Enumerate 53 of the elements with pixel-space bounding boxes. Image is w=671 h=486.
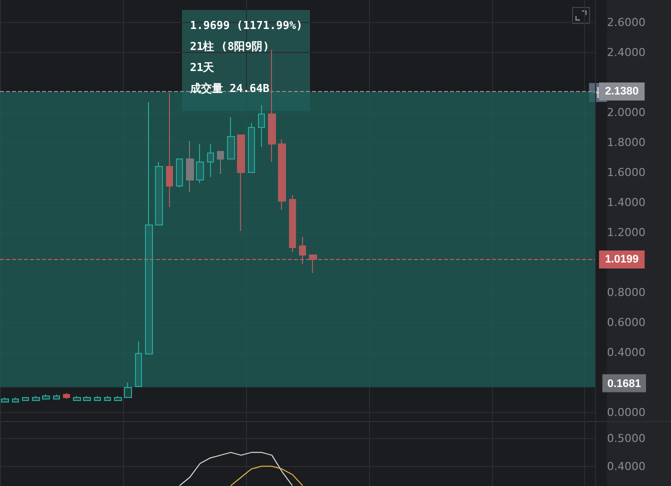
candlestick xyxy=(268,49,276,162)
y-tick-label: 0.0000 xyxy=(607,406,646,419)
candlestick xyxy=(299,236,306,264)
candlestick xyxy=(124,382,132,398)
y-tick-label: 1.4000 xyxy=(607,196,646,209)
candlestick xyxy=(53,394,60,400)
candlestick xyxy=(227,116,235,160)
y-tick-label: 0.4000 xyxy=(607,460,646,473)
candlestick xyxy=(155,162,163,226)
annotation: 1.9699 (1171.99%) xyxy=(190,19,303,32)
y-tick-label: 2.0000 xyxy=(607,106,646,119)
line-series xyxy=(179,452,293,486)
band-label: 0.1681 xyxy=(607,378,641,390)
candlestick xyxy=(166,92,173,208)
candlestick xyxy=(42,394,50,400)
candlestick xyxy=(104,396,111,401)
annotation: 21天 xyxy=(190,61,216,74)
candlestick xyxy=(145,102,153,354)
candlestick xyxy=(207,144,214,178)
candlestick xyxy=(83,396,91,401)
ref-line-label: 2.1380 xyxy=(605,86,639,98)
y-tick-label: 0.6000 xyxy=(607,316,646,329)
y-tick-label: 0.4000 xyxy=(607,346,646,359)
candlestick xyxy=(1,397,9,402)
candlestick xyxy=(176,158,183,188)
ref-line-label: 1.0199 xyxy=(605,254,639,266)
candlestick xyxy=(32,396,40,401)
y-tick-label: 0.5000 xyxy=(607,432,646,446)
candlestick xyxy=(114,396,122,401)
annotation: 21柱 (8阳9阴) xyxy=(190,40,270,53)
line-series xyxy=(230,466,304,486)
candlestick xyxy=(278,139,286,210)
y-tick-label: 0.8000 xyxy=(607,286,646,299)
y-tick-label: 1.8000 xyxy=(607,136,646,149)
candlestick xyxy=(289,194,296,252)
candlestick xyxy=(22,397,29,401)
y-tick-label: 2.4000 xyxy=(607,46,646,59)
candlestick xyxy=(237,134,245,232)
candlestick xyxy=(196,144,204,184)
candlestick xyxy=(258,104,265,148)
candlestick xyxy=(12,397,19,402)
candlestick xyxy=(248,122,255,173)
y-tick-label: 1.2000 xyxy=(607,226,646,239)
y-tick-label: 1.6000 xyxy=(607,166,646,179)
candlestick xyxy=(186,140,194,192)
candlestick xyxy=(73,396,81,401)
candlestick xyxy=(94,396,101,401)
annotation: 成交量 24.64B xyxy=(190,82,270,95)
candlestick xyxy=(63,392,70,400)
candlestick xyxy=(135,341,142,388)
candlestick xyxy=(217,151,224,174)
candlestick xyxy=(309,254,317,274)
y-tick-label: 2.6000 xyxy=(607,16,646,29)
